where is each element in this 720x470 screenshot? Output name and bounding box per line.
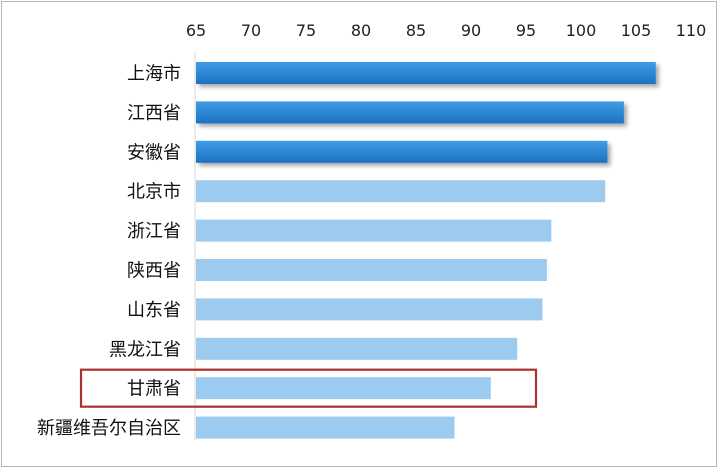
x-axis: 65 70 75 80 85 90 95 100 105 110 (186, 21, 706, 440)
bar-10 (196, 416, 455, 439)
x-tick-label: 90 (461, 21, 481, 40)
x-tick-label: 95 (516, 21, 536, 40)
x-tick-label: 80 (351, 21, 371, 40)
bar-5 (196, 219, 552, 242)
x-tick-label: 105 (621, 21, 652, 40)
x-tick-label: 110 (676, 21, 707, 40)
category-label: 安徽省 (127, 142, 181, 163)
highlight-box (79, 368, 538, 408)
x-tick-label: 75 (296, 21, 316, 40)
x-tick-label: 85 (406, 21, 426, 40)
x-tick-label: 100 (566, 21, 597, 40)
category-label: 北京市 (127, 182, 181, 203)
bar-8 (196, 337, 518, 360)
bars (196, 62, 656, 439)
x-tick-label: 65 (186, 21, 206, 40)
bar-1 (196, 62, 656, 84)
bar-2 (196, 101, 624, 124)
category-label: 江西省 (127, 103, 181, 124)
bar-4 (196, 180, 606, 203)
category-label: 浙江省 (127, 221, 181, 242)
category-label: 上海市 (127, 64, 181, 85)
category-label: 新疆维吾尔自治区 (37, 418, 181, 439)
bar-7 (196, 298, 543, 321)
category-label: 甘肃省 (127, 379, 181, 400)
highlight-layer (79, 368, 538, 408)
bar-6 (196, 259, 547, 281)
category-label: 陕西省 (127, 261, 181, 282)
bar-3 (196, 140, 608, 163)
category-label: 山东省 (127, 300, 181, 321)
bar-9 (196, 377, 491, 400)
category-label: 黑龙江省 (109, 339, 181, 360)
x-tick-label: 70 (241, 21, 261, 40)
